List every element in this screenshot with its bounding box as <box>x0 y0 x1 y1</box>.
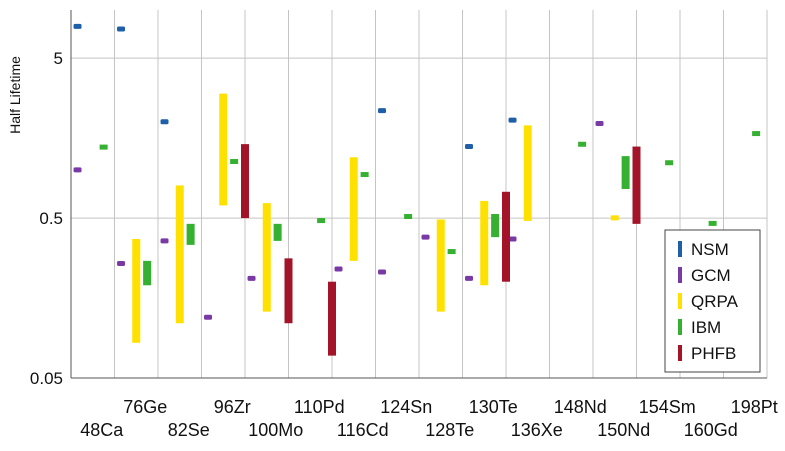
x-tick-label: 136Xe <box>511 420 563 440</box>
marker-nsm <box>465 144 474 150</box>
marker-gcm <box>378 269 387 275</box>
range-bar-qrpa <box>262 203 271 312</box>
legend-label-gcm: GCM <box>691 266 731 285</box>
legend-label-nsm: NSM <box>691 240 729 259</box>
x-tick-label: 128Te <box>425 420 474 440</box>
x-tick-label: 160Gd <box>684 420 738 440</box>
x-tick-label: 116Cd <box>337 420 389 440</box>
x-tick-label: 82Se <box>168 420 210 440</box>
x-tick-label: 110Pd <box>294 397 345 417</box>
range-bar-ibm <box>752 131 761 137</box>
y-tick-label: 0.5 <box>39 209 63 228</box>
chart-marks <box>73 23 761 356</box>
legend-swatch-gcm <box>678 267 682 283</box>
marker-gcm <box>421 234 430 240</box>
marker-gcm <box>334 266 343 272</box>
marker-gcm <box>247 275 256 281</box>
x-tick-label: 154Sm <box>639 397 696 417</box>
x-tick-label: 48Ca <box>80 420 124 440</box>
legend-swatch-nsm <box>678 241 682 257</box>
marker-gcm <box>465 275 474 281</box>
marker-gcm <box>117 260 126 266</box>
marker-nsm <box>117 26 126 32</box>
x-tick-label: 198Pt <box>731 397 778 417</box>
range-bar-qrpa <box>480 200 489 286</box>
legend-swatch-qrpa <box>678 293 682 309</box>
range-bar-ibm <box>273 223 282 241</box>
marker-gcm <box>204 314 213 320</box>
range-bar-ibm <box>491 214 500 238</box>
x-tick-label: 100Mo <box>248 420 303 440</box>
range-bar-qrpa <box>436 219 445 312</box>
y-tick-label: 5 <box>54 49 63 68</box>
x-tick-label: 96Zr <box>214 397 251 417</box>
legend-swatch-ibm <box>678 319 682 335</box>
marker-nsm <box>73 23 82 29</box>
range-bar-phfb <box>632 146 641 224</box>
range-bar-ibm <box>404 214 413 220</box>
legend-label-phfb: PHFB <box>691 344 736 363</box>
range-bar-ibm <box>578 141 587 147</box>
x-tick-label: 148Nd <box>554 397 607 417</box>
grid <box>70 10 768 379</box>
range-bar-phfb <box>502 191 510 282</box>
range-bar-ibm <box>143 260 152 286</box>
range-bar-phfb <box>241 144 249 219</box>
marker-gcm <box>508 236 517 242</box>
range-bar-qrpa <box>132 238 141 343</box>
y-axis-label: Half Lifetime <box>7 56 23 134</box>
marker-nsm <box>508 117 517 123</box>
range-bar-ibm <box>317 218 326 224</box>
marker-nsm <box>378 108 387 114</box>
range-bar-ibm <box>447 249 456 255</box>
legend: NSM GCM QRPA IBM PHFB <box>664 229 761 373</box>
range-bar-phfb <box>284 258 293 324</box>
marker-gcm <box>595 121 604 127</box>
x-tick-label: 130Te <box>469 397 518 417</box>
range-bar-ibm <box>360 172 369 178</box>
legend-label-ibm: IBM <box>691 318 721 337</box>
marker-nsm <box>160 119 169 125</box>
y-tick-label: 0.05 <box>30 369 63 388</box>
range-bar-ibm <box>665 160 674 166</box>
range-bar-qrpa <box>349 157 358 261</box>
range-bar-ibm <box>621 156 630 189</box>
range-bar-qrpa <box>219 93 228 206</box>
x-tick-label: 150Nd <box>597 420 650 440</box>
legend-swatch-phfb <box>678 345 682 361</box>
range-bar-ibm <box>186 223 195 245</box>
range-bar-ibm <box>708 220 717 226</box>
range-bar-ibm <box>99 144 108 150</box>
x-tick-label: 124Sn <box>380 397 432 417</box>
marker-gcm <box>73 167 82 173</box>
x-tick-label: 76Ge <box>123 397 167 417</box>
range-bar-phfb <box>328 281 336 356</box>
range-bar-qrpa <box>175 185 184 324</box>
range-bar-qrpa <box>610 215 619 221</box>
legend-label-qrpa: QRPA <box>691 292 739 311</box>
range-bar-qrpa <box>523 125 532 221</box>
range-bar-ibm <box>230 159 239 165</box>
marker-gcm <box>160 238 169 244</box>
